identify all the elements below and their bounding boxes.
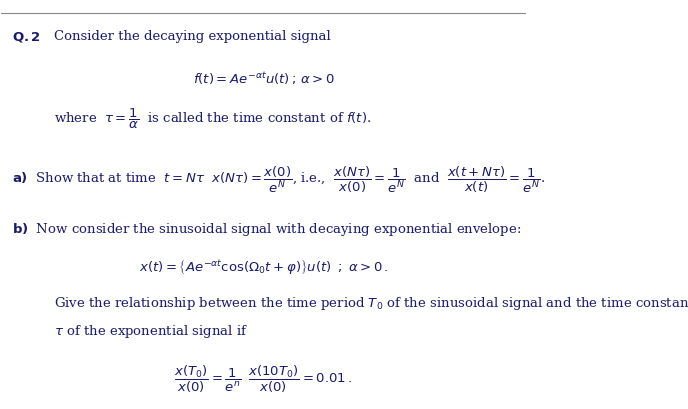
Text: Give the relationship between the time period $T_0$ of the sinusoidal signal and: Give the relationship between the time p… — [54, 294, 688, 311]
Text: $\mathbf{a)}$  Show that at time  $t = N\tau$  $x(N\tau) = \dfrac{x(0)}{e^N}$, i: $\mathbf{a)}$ Show that at time $t = N\t… — [12, 164, 545, 194]
Text: where  $\tau = \dfrac{1}{\alpha}$  is called the time constant of $f(t)$.: where $\tau = \dfrac{1}{\alpha}$ is call… — [54, 107, 372, 131]
Text: $f(t) = Ae^{-\alpha t}u(t)\,;\,\alpha > 0$: $f(t) = Ae^{-\alpha t}u(t)\,;\,\alpha > … — [193, 70, 334, 87]
Text: $\tau$ of the exponential signal if: $\tau$ of the exponential signal if — [54, 322, 248, 339]
Text: $\dfrac{x(T_0)}{x(0)} = \dfrac{1}{e^n}\;\;\dfrac{x(10T_0)}{x(0)} = 0.01\,.$: $\dfrac{x(T_0)}{x(0)} = \dfrac{1}{e^n}\;… — [175, 363, 353, 394]
Text: $\mathbf{Q.2}$: $\mathbf{Q.2}$ — [12, 30, 41, 44]
Text: $x(t) = \left\{Ae^{-\alpha t}\cos(\Omega_0 t + \varphi)\right\}u(t)\;\;;\;\alpha: $x(t) = \left\{Ae^{-\alpha t}\cos(\Omega… — [139, 257, 389, 276]
Text: $\mathbf{b)}$  Now consider the sinusoidal signal with decaying exponential enve: $\mathbf{b)}$ Now consider the sinusoida… — [12, 221, 522, 238]
Text: Consider the decaying exponential signal: Consider the decaying exponential signal — [54, 30, 330, 43]
